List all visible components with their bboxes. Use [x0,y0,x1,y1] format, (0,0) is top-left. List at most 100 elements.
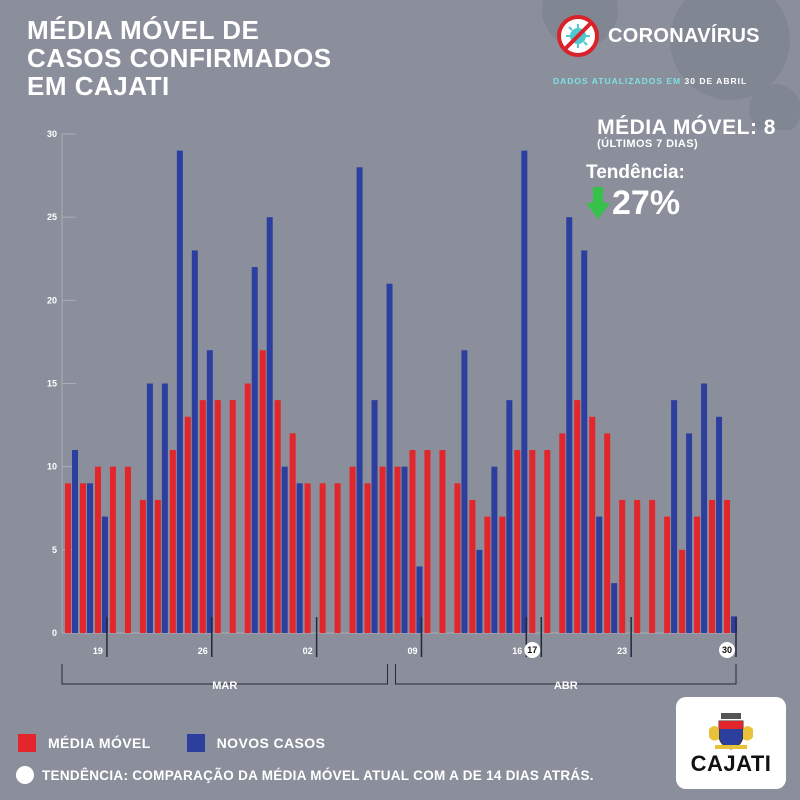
bar-media-movel [649,499,656,633]
bar-chart: 0 5 10 15 20 25 30 19 26 02 09 16 17 23 30 MAR ABR [47,129,738,692]
y-tick-label: 20 [47,295,57,305]
bar-media-movel [394,466,401,633]
x-tick-label: 16 [512,646,522,656]
bar-novos-casos [491,466,498,633]
bar-media-movel [469,499,476,633]
arrow-down-icon [586,186,610,219]
x-tick-label: 23 [617,646,627,656]
note-dot-icon [16,766,34,784]
bar-media-movel [724,499,731,633]
bar-media-movel [124,466,131,633]
legend-swatch-media-movel [18,734,36,752]
title-line-3: EM CAJATI [27,71,170,101]
moving-average-value: MÉDIA MÓVEL: 8 [597,116,776,139]
bar-novos-casos [296,483,303,633]
bar-media-movel [259,350,266,633]
bar-media-movel [454,483,461,633]
x-tick-label: 17 [527,645,537,655]
updated-info: DADOS ATUALIZADOS EM 30 DE ABRIL [553,76,747,86]
trend-note: TENDÊNCIA: COMPARAÇÃO DA MÉDIA MÓVEL ATU… [16,766,594,784]
bar-media-movel [274,400,281,633]
bar-media-movel [214,400,221,633]
bar-media-movel [574,400,581,633]
legend-label-novos-casos: NOVOS CASOS [216,735,326,751]
bar-media-movel [499,516,506,633]
no-virus-icon [557,15,599,57]
bar-media-movel [439,450,446,633]
x-tick-label: 09 [407,646,417,656]
month-label: MAR [212,680,237,692]
updated-date: 30 DE ABRIL [684,76,748,86]
x-tick-label: 19 [93,646,103,656]
bar-novos-casos [356,167,363,633]
bar-novos-casos [206,350,213,633]
month-label: ABR [554,680,578,692]
bar-media-movel [409,450,416,633]
y-tick-label: 30 [47,129,57,139]
x-tick-label: 02 [303,646,313,656]
bar-novos-casos [461,350,468,633]
bar-novos-casos [611,583,618,633]
bar-novos-casos [386,283,393,633]
bar-novos-casos [506,400,513,633]
bar-media-movel [634,499,641,633]
trend-note-text: TENDÊNCIA: COMPARAÇÃO DA MÉDIA MÓVEL ATU… [42,767,594,783]
updated-label: DADOS ATUALIZADOS EM [553,76,682,86]
legend-swatch-novos-casos [186,734,205,752]
legend-item-novos-casos: NOVOS CASOS [186,734,326,752]
bar-media-movel [589,416,596,633]
trend-row: 27% [586,184,680,223]
bar-media-movel [304,483,311,633]
bar-novos-casos [581,250,588,633]
bar-novos-casos [146,383,153,633]
x-tick-highlight [524,642,541,658]
y-tick-label: 5 [52,545,57,555]
bar-media-movel [544,450,551,633]
city-logo: CAJATI [676,697,786,789]
page-title: MÉDIA MÓVEL DE CASOS CONFIRMADOS EM CAJA… [27,16,387,100]
bar-media-movel [424,450,431,633]
bar-novos-casos [251,267,258,633]
bar-media-movel [319,483,326,633]
bar-novos-casos [566,217,573,633]
bar-novos-casos [671,400,678,633]
x-tick-label: 26 [198,646,208,656]
moving-average-period: (ÚLTIMOS 7 DIAS) [597,138,699,150]
bar-media-movel [349,466,356,633]
coat-of-arms-icon [709,713,753,750]
bar-novos-casos [476,549,483,633]
bar-media-movel [484,516,491,633]
bar-novos-casos [716,416,723,633]
brand-name: CORONAVÍRUS [608,24,760,47]
bar-media-movel [529,450,536,633]
y-tick-label: 25 [47,212,57,222]
bar-novos-casos [101,516,108,633]
bar-media-movel [79,483,86,633]
legend-label-media-movel: MÉDIA MÓVEL [48,735,151,751]
bar-media-movel [559,433,566,633]
bar-novos-casos [416,566,423,633]
bar-novos-casos [191,250,198,633]
bar-novos-casos [596,516,603,633]
title-line-1: MÉDIA MÓVEL DE [27,15,260,45]
legend-item-media-movel: MÉDIA MÓVEL [18,734,151,752]
bar-media-movel [229,400,236,633]
bar-media-movel [154,499,161,633]
bar-novos-casos [521,150,528,633]
month-bracket [395,664,737,685]
bar-media-movel [364,483,371,633]
bar-media-movel [619,499,626,633]
bar-media-movel [184,416,191,633]
trend-value: 27% [612,184,681,222]
bar-media-movel [244,383,251,633]
bar-novos-casos [86,483,93,633]
bar-media-movel [604,433,611,633]
month-bracket [61,664,389,685]
bar-media-movel [694,516,701,633]
bar-media-movel [94,466,101,633]
bar-novos-casos [686,433,693,633]
bar-media-movel [65,483,71,633]
bar-media-movel [664,516,671,633]
bar-media-movel [289,433,296,633]
bar-media-movel [679,549,686,633]
